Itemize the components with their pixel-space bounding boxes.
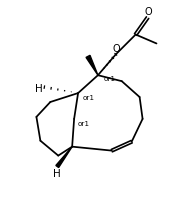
Text: H: H <box>53 169 61 179</box>
Text: O: O <box>113 44 121 54</box>
Polygon shape <box>86 56 98 76</box>
Text: or1: or1 <box>78 120 90 126</box>
Text: or1: or1 <box>104 76 116 82</box>
Text: H: H <box>35 84 42 94</box>
Text: or1: or1 <box>83 95 95 101</box>
Polygon shape <box>56 147 72 168</box>
Text: O: O <box>145 7 152 17</box>
